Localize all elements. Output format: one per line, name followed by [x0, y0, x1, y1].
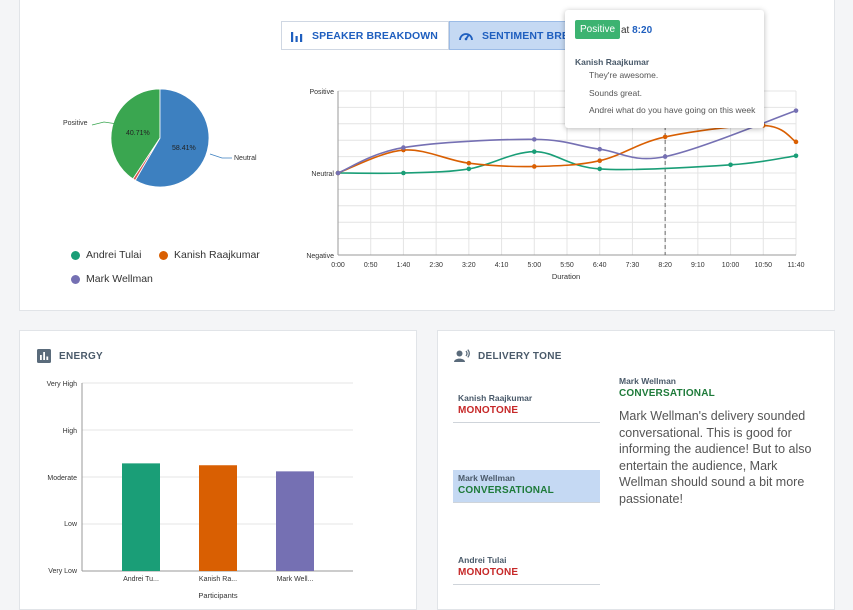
- detail-description: Mark Wellman's delivery sounded conversa…: [619, 409, 812, 506]
- x-tick-label: 1:40: [397, 262, 411, 269]
- legend-label: Kanish Raajkumar: [174, 249, 260, 261]
- x-axis-title: Participants: [198, 591, 237, 600]
- legend-dot: [71, 274, 80, 284]
- legend-dot: [159, 250, 168, 260]
- delivery-tone-card: DELIVERY TONE Kanish Raajkumar MONOTONE …: [437, 330, 835, 610]
- energy-bar-chart: Very High High Moderate Low Very Low And…: [47, 381, 353, 600]
- x-tick-label: 6:40: [593, 262, 607, 269]
- tone-value: MONOTONE: [458, 405, 519, 416]
- series-point: [662, 134, 668, 140]
- pie-label-neutral: Neutral: [234, 155, 257, 162]
- series-point: [793, 139, 799, 145]
- series-point: [401, 170, 406, 176]
- x-tick-label: 10:50: [755, 262, 773, 269]
- speaking-person-icon: [454, 349, 470, 362]
- tooltip-line: They're awesome.: [589, 70, 659, 80]
- energy-bar: [276, 471, 314, 571]
- series-point: [335, 170, 341, 176]
- bar-chart-icon: [291, 31, 303, 42]
- legend-label: Mark Wellman: [86, 273, 153, 285]
- tooltip-time: 8:20: [632, 25, 653, 36]
- x-tick-label: Kanish Ra...: [199, 576, 237, 583]
- tone-item-mark-wellman[interactable]: Mark Wellman CONVERSATIONAL: [453, 470, 600, 503]
- y-label: High: [63, 428, 78, 435]
- tooltip-at: at: [621, 25, 630, 36]
- x-tick-label: Andrei Tu...: [123, 576, 159, 583]
- series-point: [531, 137, 537, 142]
- energy-bar: [122, 463, 160, 571]
- x-tick-label: 8:20: [658, 262, 672, 269]
- y-label: Low: [64, 521, 78, 528]
- legend-label: Andrei Tulai: [86, 249, 142, 261]
- delivery-tone-header: DELIVERY TONE: [454, 349, 562, 363]
- tone-value: CONVERSATIONAL: [458, 485, 554, 496]
- detail-participant-name: Mark Wellman: [619, 376, 677, 386]
- x-axis-title: Duration: [552, 272, 580, 281]
- x-tick-label: 3:20: [462, 262, 476, 269]
- x-tick-label: 4:10: [495, 262, 509, 269]
- tone-item-andrei-tulai[interactable]: Andrei Tulai MONOTONE: [453, 552, 600, 585]
- gauge-icon: [459, 32, 473, 40]
- pie-leader-positive: [91, 121, 125, 126]
- x-tick-label: 9:10: [691, 262, 705, 269]
- series-point: [466, 160, 472, 166]
- pie-value-positive: 40.71%: [126, 130, 150, 137]
- tooltip-speaker: Kanish Raajkumar: [575, 57, 650, 67]
- series-point: [597, 146, 603, 152]
- x-tick-label: 7:30: [626, 262, 640, 269]
- tone-participant-name: Mark Wellman: [458, 473, 516, 483]
- y-label-negative: Negative: [306, 253, 334, 260]
- sentiment-pie-chart: Positive Neutral 40.71% 58.41%: [63, 88, 257, 188]
- y-label-positive: Positive: [309, 89, 334, 96]
- legend-kanish-raajkumar[interactable]: Kanish Raajkumar: [159, 249, 260, 261]
- tone-value: MONOTONE: [458, 567, 519, 578]
- x-tick-label: 5:50: [560, 262, 574, 269]
- series-point: [793, 153, 799, 159]
- tone-participant-name: Kanish Raajkumar: [458, 393, 533, 403]
- tooltip-line: Sounds great.: [589, 88, 642, 98]
- x-tick-label: 0:00: [331, 262, 345, 269]
- y-label: Very High: [47, 381, 77, 388]
- tab-label: SPEAKER BREAKDOWN: [312, 29, 438, 42]
- series-point: [662, 154, 668, 159]
- sentiment-tooltip: Positive at 8:20 Kanish Raajkumar They'r…: [565, 10, 764, 128]
- series-point: [531, 164, 537, 169]
- pie-label-positive: Positive: [63, 120, 88, 127]
- tooltip-sentiment-badge: Positive: [575, 20, 621, 39]
- tooltip-line: Andrei what do you have going on this we…: [589, 105, 756, 115]
- pie-slice-negative: [132, 137, 161, 181]
- legend-dot: [71, 250, 80, 260]
- energy-bar: [199, 465, 237, 571]
- series-point: [597, 158, 603, 163]
- bar-chart-icon: [37, 349, 51, 363]
- x-tick-label: 11:40: [788, 262, 805, 269]
- x-tick-label: 0:50: [364, 262, 378, 269]
- delivery-tone-title: DELIVERY TONE: [478, 350, 562, 362]
- energy-header: ENERGY: [37, 349, 103, 363]
- series-point: [531, 149, 537, 154]
- pie-value-neutral: 58.41%: [172, 145, 196, 152]
- legend-andrei-tulai[interactable]: Andrei Tulai: [71, 249, 141, 261]
- detail-tone-value: CONVERSATIONAL: [619, 388, 715, 399]
- series-point: [597, 166, 603, 172]
- pie-slice-neutral: [134, 88, 210, 188]
- tone-participant-name: Andrei Tulai: [458, 555, 507, 565]
- x-tick-label: 10:00: [722, 262, 740, 269]
- series-point: [401, 145, 406, 150]
- series-point: [793, 108, 799, 113]
- y-label-neutral: Neutral: [311, 171, 334, 178]
- series-point: [466, 166, 472, 172]
- x-tick-label: Mark Well...: [277, 576, 314, 583]
- pie-leader-neutral: [209, 153, 232, 159]
- tab-speaker-breakdown[interactable]: SPEAKER BREAKDOWN: [281, 21, 449, 50]
- legend-mark-wellman[interactable]: Mark Wellman: [71, 273, 153, 285]
- x-tick-label: 5:00: [527, 262, 541, 269]
- y-label: Very Low: [48, 568, 78, 575]
- tone-item-kanish-raajkumar[interactable]: Kanish Raajkumar MONOTONE: [453, 390, 600, 423]
- y-label: Moderate: [47, 475, 77, 482]
- series-point: [728, 162, 733, 168]
- x-tick-label: 2:30: [429, 262, 443, 269]
- energy-title: ENERGY: [59, 350, 104, 362]
- tooltip-time-row: at 8:20: [621, 25, 652, 36]
